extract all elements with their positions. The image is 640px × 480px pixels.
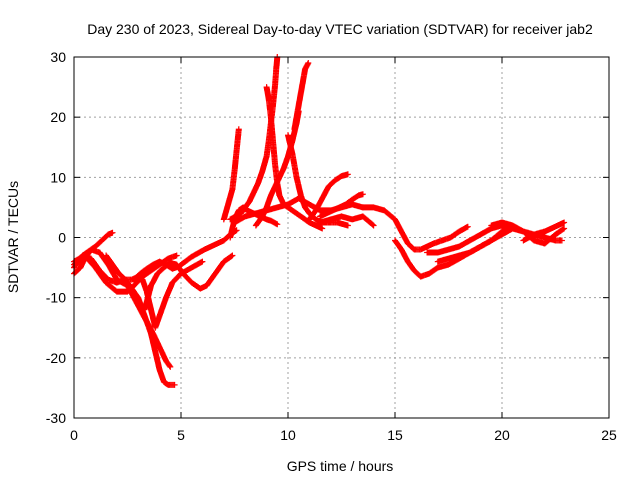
x-tick-label: 10: [280, 427, 296, 443]
data-series: [317, 191, 366, 220]
x-axis-label: GPS time / hours: [287, 458, 394, 474]
y-tick-label: 0: [58, 230, 66, 246]
chart-title: Day 230 of 2023, Sidereal Day-to-day VTE…: [87, 21, 593, 37]
x-tick-label: 5: [177, 427, 185, 443]
data-points: [317, 213, 377, 229]
data-points: [220, 126, 242, 223]
data-points: [306, 171, 351, 223]
data-series: [220, 126, 242, 223]
data-series: [306, 171, 351, 223]
data-points: [531, 225, 568, 247]
y-axis-label: SDTVAR / TECUs: [5, 181, 21, 293]
data-points: [317, 191, 366, 220]
y-tick-label: -30: [46, 410, 66, 426]
points-layer: [71, 54, 568, 388]
data-series: [317, 213, 377, 229]
data-series: [291, 60, 312, 133]
y-tick-label: 30: [50, 49, 66, 65]
y-tick-label: -10: [46, 290, 66, 306]
x-tick-label: 25: [601, 427, 617, 443]
data-points: [520, 219, 568, 244]
y-tick-label: -20: [46, 350, 66, 366]
data-points: [130, 227, 240, 283]
x-tick-label: 20: [494, 427, 510, 443]
ticks-layer: 0 5 10 15 20 25 -30 -20 -10 0 10 20 30: [46, 49, 617, 443]
data-series: [531, 225, 568, 247]
y-tick-label: 10: [50, 169, 66, 185]
data-series: [520, 219, 568, 244]
data-points: [359, 204, 471, 253]
data-points: [291, 60, 312, 133]
x-tick-label: 15: [387, 427, 403, 443]
x-tick-label: 0: [70, 427, 78, 443]
data-series: [130, 227, 240, 283]
y-tick-label: 20: [50, 109, 66, 125]
data-series: [359, 204, 471, 253]
